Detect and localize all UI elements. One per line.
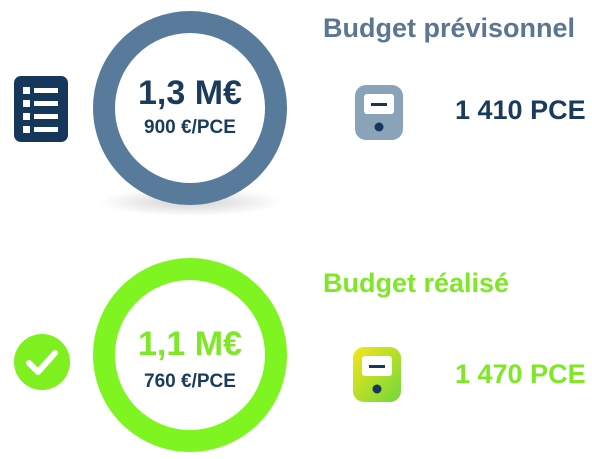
ring (93, 11, 287, 205)
actual-section: 1,1 M€ 760 €/PCE Budget réalisé 1 470 PC… (14, 258, 586, 452)
forecast-section: 1,3 M€ 900 €/PCE Budget prévisonnel 1 41… (14, 11, 586, 216)
list-icon (14, 76, 68, 142)
count: 1 410 PCE (455, 95, 586, 125)
check-icon (14, 334, 70, 390)
amount: 1,3 M€ (138, 74, 242, 112)
section-title: Budget réalisé (323, 268, 509, 298)
count: 1 470 PCE (455, 359, 586, 389)
meter-icon (355, 85, 403, 140)
section-title: Budget prévisonnel (323, 13, 575, 43)
unit-cost: 760 €/PCE (144, 371, 236, 392)
ring (93, 258, 287, 452)
meter-icon (353, 347, 401, 402)
amount: 1,1 M€ (138, 325, 242, 363)
unit-cost: 900 €/PCE (144, 117, 236, 138)
